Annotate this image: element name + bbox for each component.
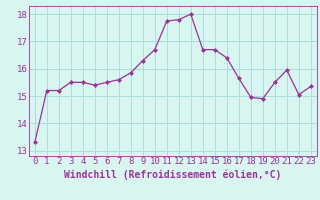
X-axis label: Windchill (Refroidissement éolien,°C): Windchill (Refroidissement éolien,°C) <box>64 169 282 180</box>
